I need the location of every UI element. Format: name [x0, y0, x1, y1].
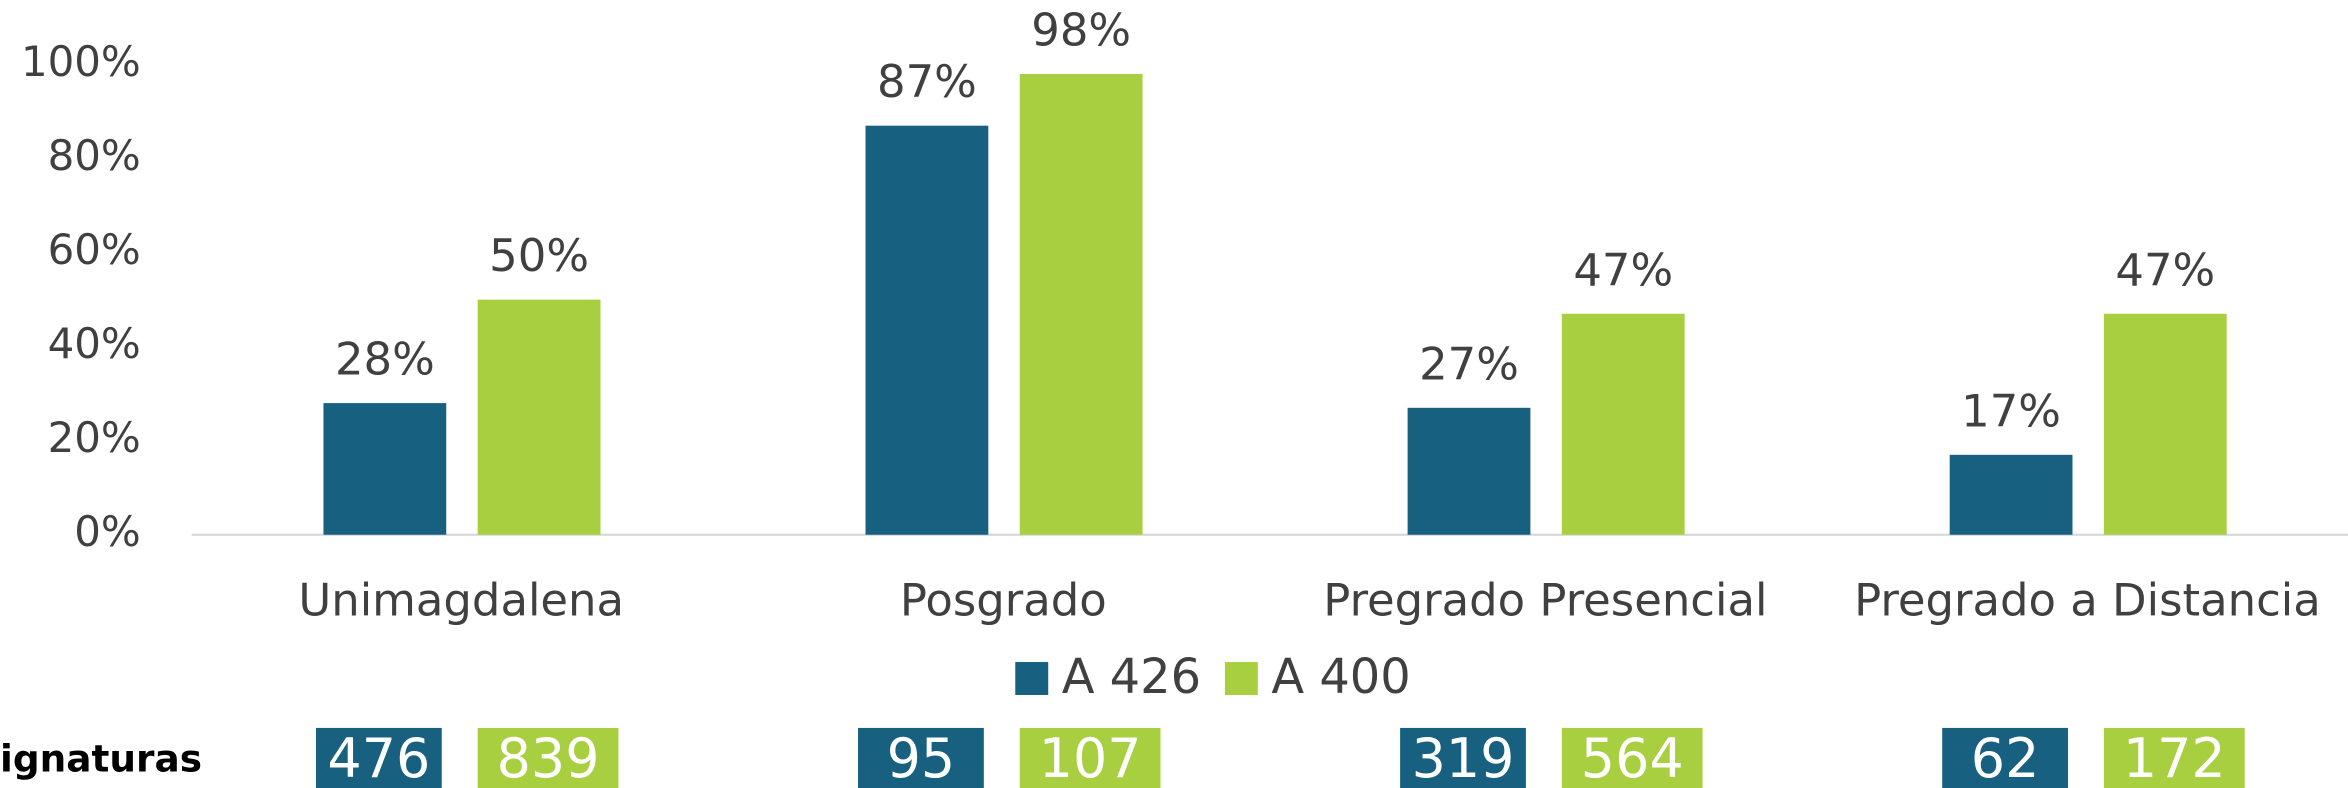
- bar: [1019, 73, 1143, 535]
- y-tick-label: 100%: [21, 37, 141, 86]
- count-value: 476: [327, 727, 430, 788]
- y-tick-label: 0%: [74, 507, 140, 556]
- legend-label: A 400: [1271, 650, 1410, 705]
- count-value: 62: [1971, 727, 2040, 788]
- x-tick-label: Posgrado: [900, 574, 1107, 627]
- count-box: [1942, 727, 2068, 788]
- x-tick-label: Pregrado a Distancia: [1854, 574, 2321, 627]
- data-label: 47%: [2115, 243, 2215, 296]
- count-box: [477, 727, 619, 788]
- count-box: [858, 727, 984, 788]
- count-value: 95: [887, 727, 956, 788]
- y-tick-label: 40%: [48, 319, 141, 368]
- bar: [865, 125, 989, 535]
- count-value: 564: [1581, 727, 1684, 788]
- bar: [477, 299, 601, 535]
- bar: [1407, 407, 1531, 535]
- data-label: 47%: [1573, 243, 1673, 296]
- y-tick-label: 20%: [48, 413, 141, 462]
- y-tick-label: 60%: [48, 225, 141, 274]
- data-label: 50%: [489, 229, 589, 282]
- legend-swatch: [1015, 662, 1049, 695]
- count-box: [1019, 727, 1161, 788]
- data-label: 98%: [1031, 4, 1131, 57]
- count-value: 839: [497, 727, 600, 788]
- bar: [2103, 313, 2227, 535]
- x-tick-label: Pregrado Presencial: [1323, 574, 1767, 627]
- count-value: 172: [2123, 727, 2226, 788]
- data-label: 28%: [335, 333, 435, 386]
- bar: [1561, 313, 1685, 535]
- y-tick-label: 80%: [48, 131, 141, 180]
- count-value: 107: [1039, 727, 1142, 788]
- count-box: [315, 727, 442, 788]
- count-value: 319: [1412, 727, 1515, 788]
- data-label: 27%: [1419, 337, 1519, 390]
- bar: [1949, 454, 2073, 535]
- bar: [323, 403, 447, 535]
- counts-label: ignaturas: [0, 736, 202, 780]
- legend-swatch: [1224, 662, 1258, 695]
- data-label: 17%: [1961, 384, 2061, 437]
- count-box: [1561, 727, 1703, 788]
- count-box: [1400, 727, 1526, 788]
- data-label: 87%: [877, 55, 977, 108]
- count-box: [2103, 727, 2245, 788]
- legend-label: A 426: [1062, 650, 1201, 705]
- x-tick-label: Unimagdalena: [298, 574, 624, 627]
